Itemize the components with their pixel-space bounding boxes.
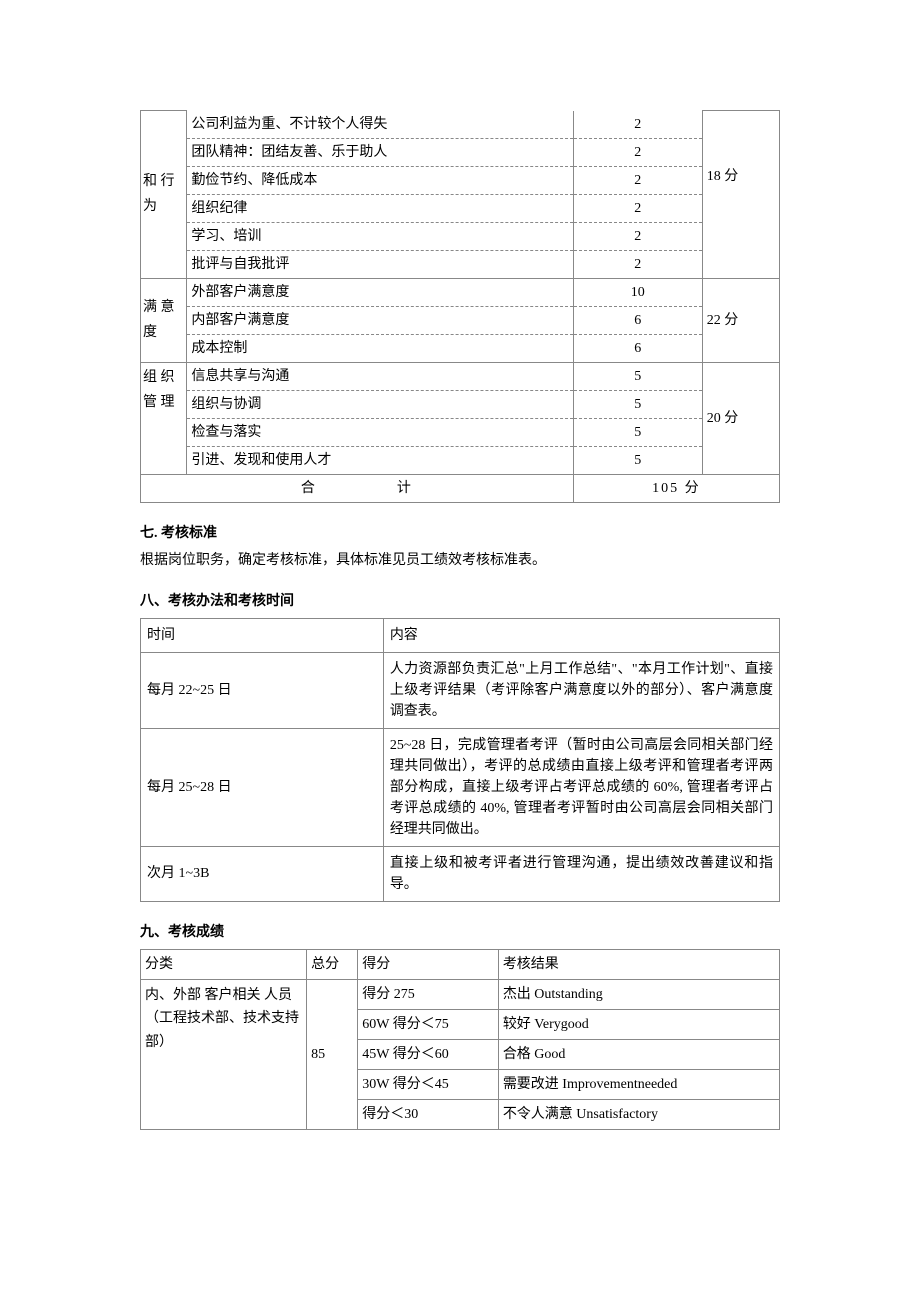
results-header-category: 分类 [141, 949, 307, 979]
results-result: 杰出 Outstanding [498, 979, 779, 1009]
item-desc: 引进、发现和使用人才 [187, 446, 573, 474]
schedule-time: 每月 25~28 日 [141, 728, 384, 846]
results-result: 合格 Good [498, 1039, 779, 1069]
item-score: 2 [573, 166, 702, 194]
page: 和 行 为 公司利益为重、不计较个人得失 2 18 分 团队精神：团结友善、乐于… [0, 0, 920, 1190]
results-score: 得分 275 [358, 979, 499, 1009]
results-score: 30W 得分＜45 [358, 1069, 499, 1099]
schedule-time: 次月 1~3B [141, 846, 384, 901]
group-label-management: 组 织 管 理 [141, 362, 187, 474]
results-header-score: 得分 [358, 949, 499, 979]
results-result: 不令人满意 Unsatisfactory [498, 1099, 779, 1129]
item-score: 2 [573, 222, 702, 250]
item-score: 5 [573, 362, 702, 390]
assessment-items-table: 和 行 为 公司利益为重、不计较个人得失 2 18 分 团队精神：团结友善、乐于… [140, 110, 780, 503]
group-label-behavior: 和 行 为 [141, 111, 187, 279]
group-label-satisfaction: 满 意 度 [141, 278, 187, 362]
results-total: 85 [307, 979, 358, 1129]
item-score: 5 [573, 446, 702, 474]
item-score: 2 [573, 250, 702, 278]
item-score: 10 [573, 278, 702, 306]
item-desc: 组织与协调 [187, 390, 573, 418]
item-desc: 外部客户满意度 [187, 278, 573, 306]
section-7-heading: 七. 考核标准 [140, 523, 780, 544]
item-desc: 检查与落实 [187, 418, 573, 446]
schedule-table: 时间 内容 每月 22~25 日 人力资源部负责汇总"上月工作总结"、"本月工作… [140, 618, 780, 902]
item-desc: 学习、培训 [187, 222, 573, 250]
results-header-total: 总分 [307, 949, 358, 979]
results-result: 较好 Verygood [498, 1009, 779, 1039]
schedule-header-time: 时间 [141, 618, 384, 652]
group-subtotal: 22 分 [702, 278, 779, 362]
results-result: 需要改进 Improvementneeded [498, 1069, 779, 1099]
results-category: 内、外部 客户相关 人员 （工程技术部、技术支持部） [141, 979, 307, 1129]
schedule-time: 每月 22~25 日 [141, 652, 384, 728]
item-desc: 成本控制 [187, 334, 573, 362]
schedule-content: 25~28 日，完成管理者考评（暂时由公司高层会同相关部门经理共同做出），考评的… [383, 728, 779, 846]
item-score: 2 [573, 194, 702, 222]
results-score: 45W 得分＜60 [358, 1039, 499, 1069]
section-7-body: 根据岗位职务，确定考核标准，具体标准见员工绩效考核标准表。 [140, 550, 780, 571]
results-table: 分类 总分 得分 考核结果 内、外部 客户相关 人员 （工程技术部、技术支持部）… [140, 949, 780, 1130]
group-subtotal: 20 分 [702, 362, 779, 474]
section-8-heading: 八、考核办法和考核时间 [140, 591, 780, 612]
item-score: 2 [573, 111, 702, 139]
results-score: 得分＜30 [358, 1099, 499, 1129]
sum-value: 105 分 [573, 474, 779, 502]
item-desc: 团队精神：团结友善、乐于助人 [187, 138, 573, 166]
schedule-content: 直接上级和被考评者进行管理沟通，提出绩效改善建议和指导。 [383, 846, 779, 901]
item-desc: 公司利益为重、不计较个人得失 [187, 111, 573, 139]
schedule-content: 人力资源部负责汇总"上月工作总结"、"本月工作计划"、直接上级考评结果（考评除客… [383, 652, 779, 728]
item-desc: 勤俭节约、降低成本 [187, 166, 573, 194]
item-desc: 组织纪律 [187, 194, 573, 222]
sum-label: 合 计 [141, 474, 574, 502]
item-score: 5 [573, 390, 702, 418]
item-score: 2 [573, 138, 702, 166]
item-score: 6 [573, 334, 702, 362]
item-score: 5 [573, 418, 702, 446]
section-9-heading: 九、考核成绩 [140, 922, 780, 943]
item-desc: 批评与自我批评 [187, 250, 573, 278]
item-desc: 信息共享与沟通 [187, 362, 573, 390]
item-score: 6 [573, 306, 702, 334]
results-header-result: 考核结果 [498, 949, 779, 979]
schedule-header-content: 内容 [383, 618, 779, 652]
group-subtotal: 18 分 [702, 111, 779, 279]
item-desc: 内部客户满意度 [187, 306, 573, 334]
results-score: 60W 得分＜75 [358, 1009, 499, 1039]
